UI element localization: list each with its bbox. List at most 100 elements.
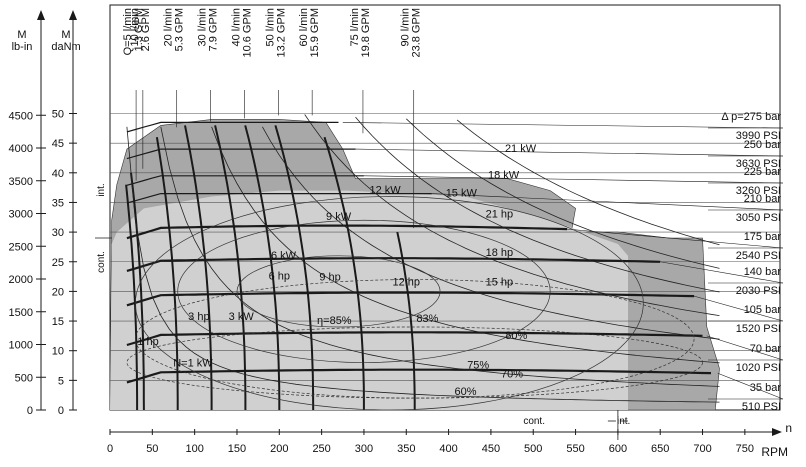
power-curve-4 [304,114,720,316]
pressure-leader-2 [363,175,784,184]
efficiency-label-1: 83% [416,313,438,325]
pressure-curve-7 [126,331,703,347]
pressure-bar-label-1: 250 bar [744,139,782,151]
flow-curve-7 [323,136,365,410]
efficiency-loop-2 [135,196,644,411]
efficiency-label-5: 60% [455,386,477,398]
lbin-tick-label-1: 4000 [9,143,33,155]
power-curve-5 [355,116,720,293]
lbin-axis-unit: lb-in [12,41,33,53]
flow-lpm-label-8: 90 l/min [400,8,412,47]
danm-tick-label-1: 45 [52,138,64,150]
lbin-tick-label-3: 3000 [9,209,33,221]
danm-tick-label-7: 15 [52,316,64,328]
flow-curve-4 [214,125,247,410]
lbin-tick-label-5: 2000 [9,274,33,286]
pressure-psi-label-7: 1020 PSI [736,362,781,374]
flow-gpm-label-3: 7.9 GPM [208,8,220,51]
flow-curve-2 [155,137,179,410]
danm-tick-label-10: 0 [58,405,64,417]
flow-lpm-label-2: 20 l/min [163,8,175,47]
pressure-curve-6 [126,291,695,307]
rpm-tick-label-8: 400 [439,443,457,455]
power-curve-6 [406,118,720,269]
flow-gpm-label-4: 10.6 GPM [241,8,253,58]
pressure-curve-2 [126,175,364,186]
efficiency-label-3: 75% [467,359,489,371]
pressure-psi-label-4: 2540 PSI [736,250,781,262]
power-label-11: 12 hp [393,276,421,288]
flow-lpm-label-5: 50 l/min [264,8,276,47]
lbin-tick-label-4: 2500 [9,241,33,253]
pressure-bar-label-4: 175 bar [744,231,782,243]
continuous-region [110,190,628,410]
flow-curve-6 [274,125,315,411]
pressure-psi-label-6: 1520 PSI [736,323,781,335]
efficiency-label-4: 70% [501,368,523,380]
cont-zone-label: cont. [96,251,107,273]
power-label-13: 6 hp [269,271,290,283]
power-label-0: 21 kW [505,143,537,155]
flow-curve-8 [396,231,416,410]
flow-gpm-label-7: 19.8 GPM [360,8,372,58]
n-axis-label: n [785,421,792,435]
danm-axis-symbol: M [61,29,70,41]
flow-gpm-label-0: 1.3 GPM [133,8,145,51]
lbin-tick-label-8: 500 [15,372,33,384]
power-curve-0 [126,126,720,403]
rpm-tick-label-6: 300 [355,443,373,455]
rpm-axis-label: RPM [761,445,788,459]
danm-tick-label-3: 35 [52,197,64,209]
flow-lpm-label-3: 30 l/min [197,8,209,47]
pressure-psi-label-2: 3260 PSI [736,185,781,197]
power-label-4: 9 kW [326,211,352,223]
flow-gpm-label-2: 5.3 GPM [174,8,186,51]
danm-tick-label-8: 10 [52,346,64,358]
power-label-6: 3 kW [229,311,255,323]
pressure-curve-3 [126,193,432,204]
flow-curve-5 [244,125,281,410]
pressure-bar-label-3: 210 bar [744,193,782,205]
cont-bottom-label: cont. [523,416,545,427]
pressure-psi-label-0: 3990 PSI [736,130,781,142]
lbin-tick-label-2: 3500 [9,176,33,188]
flow-lpm-label-7: 75 l/min [349,8,361,47]
lbin-tick-label-0: 4500 [9,110,33,122]
rpm-tick-label-5: 250 [312,443,330,455]
lbin-tick-label-6: 1500 [9,307,33,319]
efficiency-loop-3 [135,279,695,399]
danm-tick-label-0: 50 [52,109,64,121]
danm-tick-label-4: 30 [52,227,64,239]
pressure-bar-label-6: 105 bar [744,304,782,316]
pressure-leader-4 [567,228,784,249]
pressure-bar-label-8: 35 bar [750,382,782,394]
pressure-bar-label-5: 140 bar [744,266,782,278]
power-label-3: 12 kW [370,185,402,197]
pressure-leader-3 [431,193,784,211]
flow-lpm-label-0: Q=5 l/min [122,8,134,55]
power-label-15: 1 hp [137,336,158,348]
efficiency-loop-0 [236,255,441,328]
rpm-tick-label-11: 550 [566,443,584,455]
power-curve-1 [160,126,720,387]
danm-tick-label-6: 20 [52,286,64,298]
pressure-leader-1 [355,148,784,157]
rpm-tick-label-14: 700 [693,443,711,455]
rpm-tick-label-2: 100 [185,443,203,455]
danm-axis-unit: daNm [51,41,80,53]
int-zone-label: int. [96,183,107,196]
flow-gpm-label-6: 15.9 GPM [309,8,321,58]
pressure-leader-6 [693,295,784,322]
pressure-leader-5 [660,261,784,284]
power-label-2: 15 kW [446,188,478,200]
rpm-tick-label-0: 0 [107,443,113,455]
pressure-leader-0 [342,122,784,129]
rpm-tick-label-13: 650 [651,443,669,455]
flow-lpm-label-1: 10 l/min [129,8,141,47]
pressure-leader-8 [717,372,784,400]
danm-axis-arrow [69,10,77,20]
danm-tick-label-2: 40 [52,168,64,180]
efficiency-loop-1 [177,219,551,363]
rpm-axis-arrow [772,428,782,436]
pressure-curve-0 [126,121,339,133]
